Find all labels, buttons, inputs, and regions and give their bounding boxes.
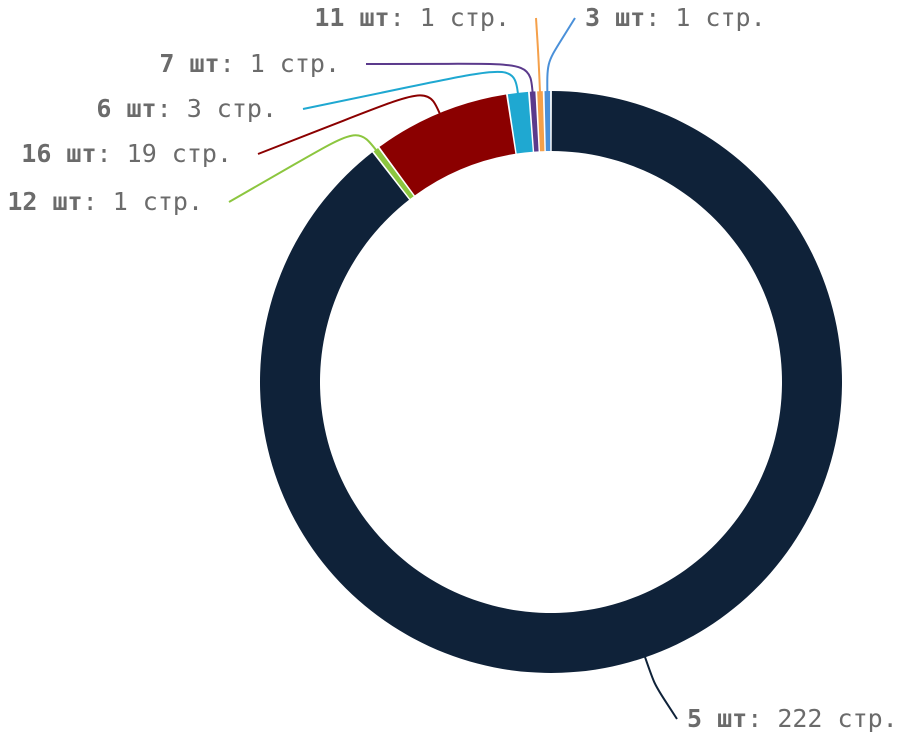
slice-label-7-шт: 7 шт: 1 стр. xyxy=(159,49,340,78)
slice-label-separator: : xyxy=(157,94,187,123)
pie-slice-12-шт[interactable] xyxy=(373,147,414,199)
pie-slice-6-шт[interactable] xyxy=(507,91,533,154)
slice-label-5-шт: 5 шт: 222 стр. xyxy=(687,704,897,733)
pie-slice-5-шт[interactable] xyxy=(260,91,842,674)
slice-label-name: 5 шт xyxy=(687,704,747,733)
slice-label-value: 1 стр. xyxy=(250,49,340,78)
slice-label-value: 1 стр. xyxy=(675,3,765,32)
leader-line-3-шт xyxy=(546,17,576,98)
leader-line-16-шт xyxy=(257,94,443,155)
slice-label-value: 222 стр. xyxy=(777,704,897,733)
slice-label-6-шт: 6 шт: 3 стр. xyxy=(96,94,277,123)
slice-label-name: 3 шт xyxy=(585,3,645,32)
pie-slice-7-шт[interactable] xyxy=(529,91,539,152)
leader-lines-layer xyxy=(228,17,678,720)
leader-line-7-шт xyxy=(365,62,534,98)
leader-line-12-шт xyxy=(228,134,381,203)
slice-label-name: 16 шт xyxy=(21,139,96,168)
slice-label-separator: : xyxy=(97,139,127,168)
slice-label-separator: : xyxy=(390,3,420,32)
slice-label-value: 1 стр. xyxy=(420,3,510,32)
slice-label-separator: : xyxy=(645,3,675,32)
slice-label-name: 7 шт xyxy=(159,49,219,78)
slice-label-3-шт: 3 шт: 1 стр. xyxy=(585,3,766,32)
pie-slice-11-шт[interactable] xyxy=(537,91,545,152)
slice-label-value: 3 стр. xyxy=(187,94,277,123)
labels-layer: 5 шт: 222 стр. 12 шт: 1 стр. 16 шт: 19 стр… xyxy=(7,3,897,733)
leader-line-11-шт xyxy=(535,17,542,98)
slice-label-value: 1 стр. xyxy=(113,187,203,216)
leader-line-6-шт xyxy=(302,70,520,110)
pie-slice-3-шт[interactable] xyxy=(544,91,551,152)
slices-layer xyxy=(260,91,842,674)
slice-label-12-шт: 12 шт: 1 стр. xyxy=(7,187,203,216)
slice-label-name: 6 шт xyxy=(96,94,156,123)
slice-label-11-шт: 11 шт: 1 стр. xyxy=(314,3,510,32)
slice-label-name: 11 шт xyxy=(314,3,389,32)
leader-line-5-шт xyxy=(642,651,678,720)
slice-label-16-шт: 16 шт: 19 стр. xyxy=(21,139,232,168)
slice-label-separator: : xyxy=(83,187,113,216)
slice-label-separator: : xyxy=(747,704,777,733)
slice-label-value: 19 стр. xyxy=(127,139,232,168)
slice-label-name: 12 шт xyxy=(7,187,82,216)
pie-slice-16-шт[interactable] xyxy=(379,94,516,196)
slice-label-separator: : xyxy=(220,49,250,78)
